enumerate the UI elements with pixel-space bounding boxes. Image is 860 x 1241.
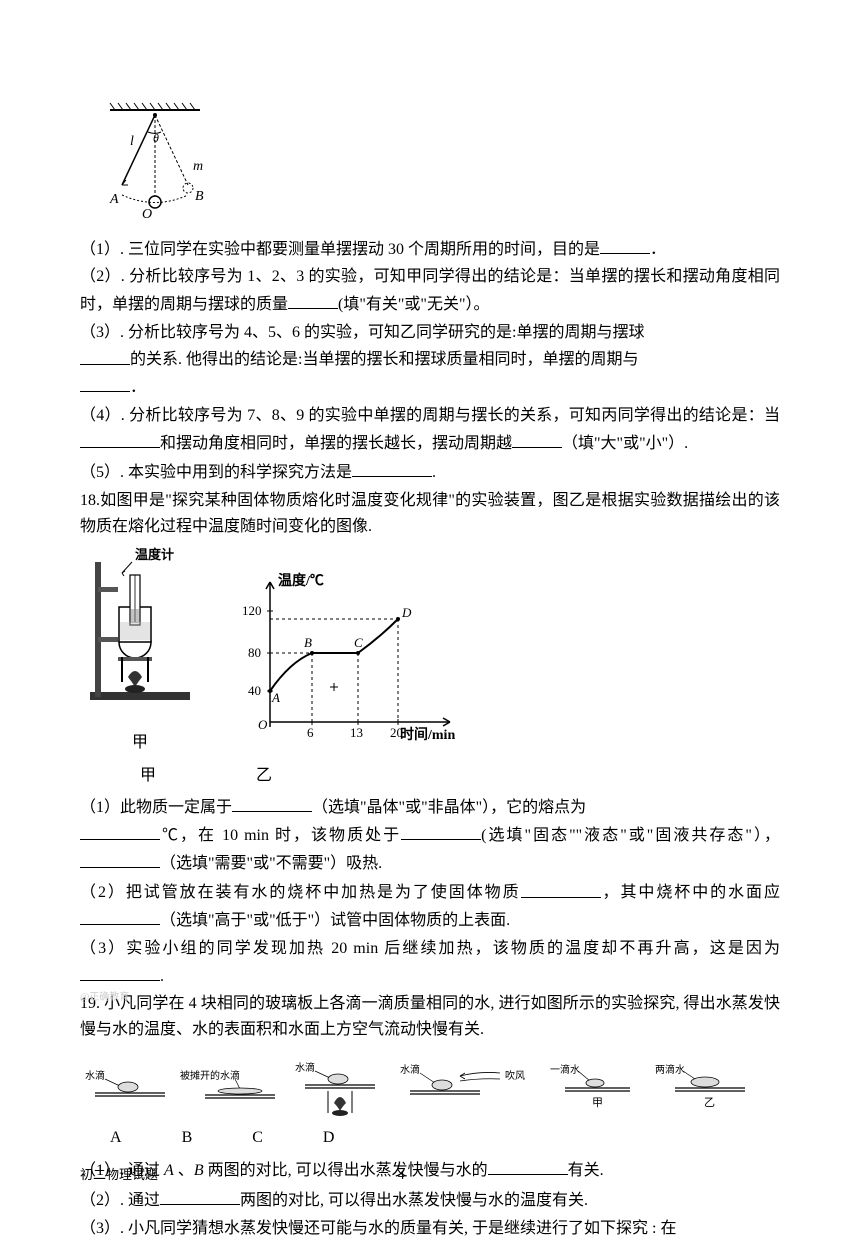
svg-text:O: O — [142, 207, 152, 220]
q17-item5: （5）. 本实验中用到的科学探究方法是. — [80, 458, 780, 486]
svg-text:A: A — [109, 192, 119, 207]
evaporation-diagram: 水滴 被摊开的水滴 水滴 水滴 吹风 一滴水 — [80, 1051, 780, 1121]
q19-item3: （3）. 小凡同学猜想水蒸发快慢还可能与水的质量有关, 于是继续进行了如下探究 … — [80, 1216, 780, 1241]
q18-intro: 18.如图甲是"探究某种固体物质熔化时温度变化规律"的实验装置，图乙是根据实验数… — [80, 488, 780, 539]
q18-item1: （1）此物质一定属于（选填"晶体"或"非晶体"），它的熔点为 ℃，在 10 mi… — [80, 793, 780, 876]
svg-text:D: D — [401, 605, 412, 620]
svg-text:被摊开的水滴: 被摊开的水滴 — [180, 1069, 240, 1082]
svg-text:温度计: 温度计 — [135, 547, 174, 562]
footer-title: 初二物理试题 — [80, 1165, 158, 1186]
svg-text:80: 80 — [248, 645, 261, 660]
svg-text:吹风: 吹风 — [505, 1069, 525, 1082]
q19-item2: （2）. 通过两图的对比, 可以得出水蒸发快慢与水的温度有关. — [80, 1186, 780, 1214]
svg-text:13: 13 — [350, 725, 363, 740]
svg-text:两滴水: 两滴水 — [655, 1063, 685, 1076]
svg-text:l: l — [130, 134, 134, 149]
q17-item3: （3）. 分析比较序号为 4、5、6 的实验，可知乙同学研究的是:单摆的周期与摆… — [80, 320, 780, 401]
page-footer: 初二物理试题 4 — [80, 1165, 780, 1186]
evap-labels: A B C D — [110, 1125, 780, 1151]
svg-text:40: 40 — [248, 683, 261, 698]
watermark: @正确教育 — [80, 990, 129, 1006]
svg-text:120: 120 — [242, 603, 262, 618]
svg-text:水滴: 水滴 — [85, 1069, 105, 1082]
svg-text:m: m — [193, 159, 203, 174]
svg-text:20: 20 — [390, 725, 403, 740]
figure-captions: 甲 乙 — [140, 763, 780, 789]
svg-text:甲: 甲 — [592, 1097, 603, 1109]
pendulum-diagram: l θ m A O B — [100, 100, 780, 229]
svg-text:O: O — [258, 717, 268, 732]
svg-text:时间/min: 时间/min — [400, 726, 455, 743]
svg-text:一滴水: 一滴水 — [550, 1063, 580, 1076]
svg-text:水滴: 水滴 — [400, 1063, 420, 1076]
q17-item4: （4）. 分析比较序号为 7、8、9 的实验中单摆的周期与摆长的关系，可知丙同学… — [80, 403, 780, 456]
svg-text:6: 6 — [307, 725, 314, 740]
q17-item1: （1）. 三位同学在实验中都要测量单摆摆动 30 个周期所用的时间，目的是． — [80, 235, 780, 263]
q18-figures: 温度计 甲 温度/℃ 时间/min — [80, 547, 780, 755]
q18-item3: （3）实验小组的同学发现加热 20 min 后继续加热，该物质的温度却不再升高，… — [80, 936, 780, 989]
apparatus-diagram: 温度计 甲 — [80, 547, 200, 755]
svg-text:温度/℃: 温度/℃ — [278, 572, 324, 589]
svg-text:水滴: 水滴 — [295, 1061, 315, 1074]
melting-chart: 温度/℃ 时间/min O 40 80 120 6 13 20 A — [230, 567, 470, 756]
q17-item2: （2）. 分析比较序号为 1、2、3 的实验，可知甲同学得出的结论是：当单摆的摆… — [80, 264, 780, 317]
page-number: 4 — [398, 1165, 405, 1186]
svg-text:乙: 乙 — [704, 1096, 715, 1109]
svg-text:B: B — [195, 189, 204, 204]
svg-text:θ: θ — [153, 131, 159, 145]
svg-text:A: A — [271, 690, 280, 705]
q18-item2: （2）把试管放在装有水的烧杯中加热是为了使固体物质，其中烧杯中的水面应（选填"高… — [80, 878, 780, 934]
q19-intro: 19. 小凡同学在 4 块相同的玻璃板上各滴一滴质量相同的水, 进行如图所示的实… — [80, 991, 780, 1042]
svg-text:C: C — [354, 635, 363, 650]
svg-text:B: B — [304, 635, 312, 650]
